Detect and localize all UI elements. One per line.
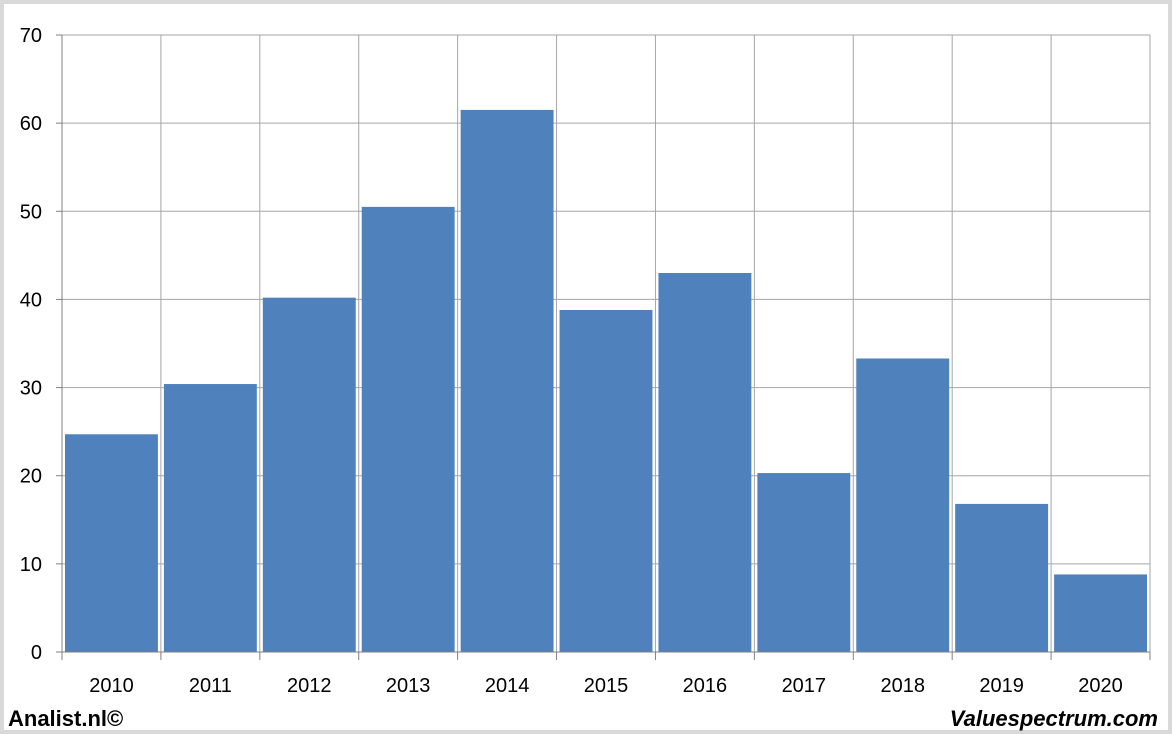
x-tick-label: 2015: [584, 675, 629, 697]
bar-chart: 0 10 20 30 40 50 60 70 2010 2011 2012 2013 2014 2015…: [20, 25, 1151, 697]
bar-2012: [262, 297, 356, 652]
y-tick-label: 40: [20, 289, 42, 311]
x-tick-label: 2016: [683, 675, 728, 697]
bar-2019: [955, 503, 1049, 652]
y-tick-label: 10: [20, 554, 42, 576]
source-right: Valuespectrum.com: [949, 706, 1158, 731]
y-tick-label: 0: [31, 642, 42, 664]
source-left: Analist.nl©: [8, 706, 124, 731]
bar-2010: [65, 434, 158, 652]
x-tick-labels: 2010 2011 2012 2013 2014 2015 2016 2017 2018 2019…: [89, 675, 1123, 697]
x-tick-label: 2012: [287, 675, 332, 697]
y-tick-label: 50: [20, 201, 42, 223]
y-tick-label: 70: [20, 25, 42, 47]
y-tick-label: 20: [20, 466, 42, 488]
x-tick-label: 2013: [386, 675, 431, 697]
x-tick-label: 2018: [880, 675, 925, 697]
x-tick-label: 2010: [89, 675, 134, 697]
bar-2013: [361, 206, 455, 652]
axes: [56, 34, 1151, 660]
y-tick-label: 30: [20, 378, 42, 400]
x-tick-label: 2017: [782, 675, 827, 697]
bar-2014: [460, 109, 554, 652]
x-tick-label: 2011: [189, 675, 232, 697]
bar-2018: [856, 358, 950, 652]
y-tick-label: 60: [20, 113, 42, 135]
x-tick-label: 2020: [1078, 675, 1123, 697]
bar-2017: [757, 473, 851, 652]
bar-2015: [559, 310, 653, 652]
bar-2011: [163, 384, 257, 652]
bars: [65, 109, 1147, 652]
x-tick-label: 2014: [485, 675, 530, 697]
grid: [62, 34, 1151, 652]
bar-2016: [658, 272, 752, 652]
y-tick-labels: 0 10 20 30 40 50 60 70: [20, 25, 42, 664]
bar-2020: [1054, 574, 1147, 652]
x-tick-label: 2019: [979, 675, 1024, 697]
